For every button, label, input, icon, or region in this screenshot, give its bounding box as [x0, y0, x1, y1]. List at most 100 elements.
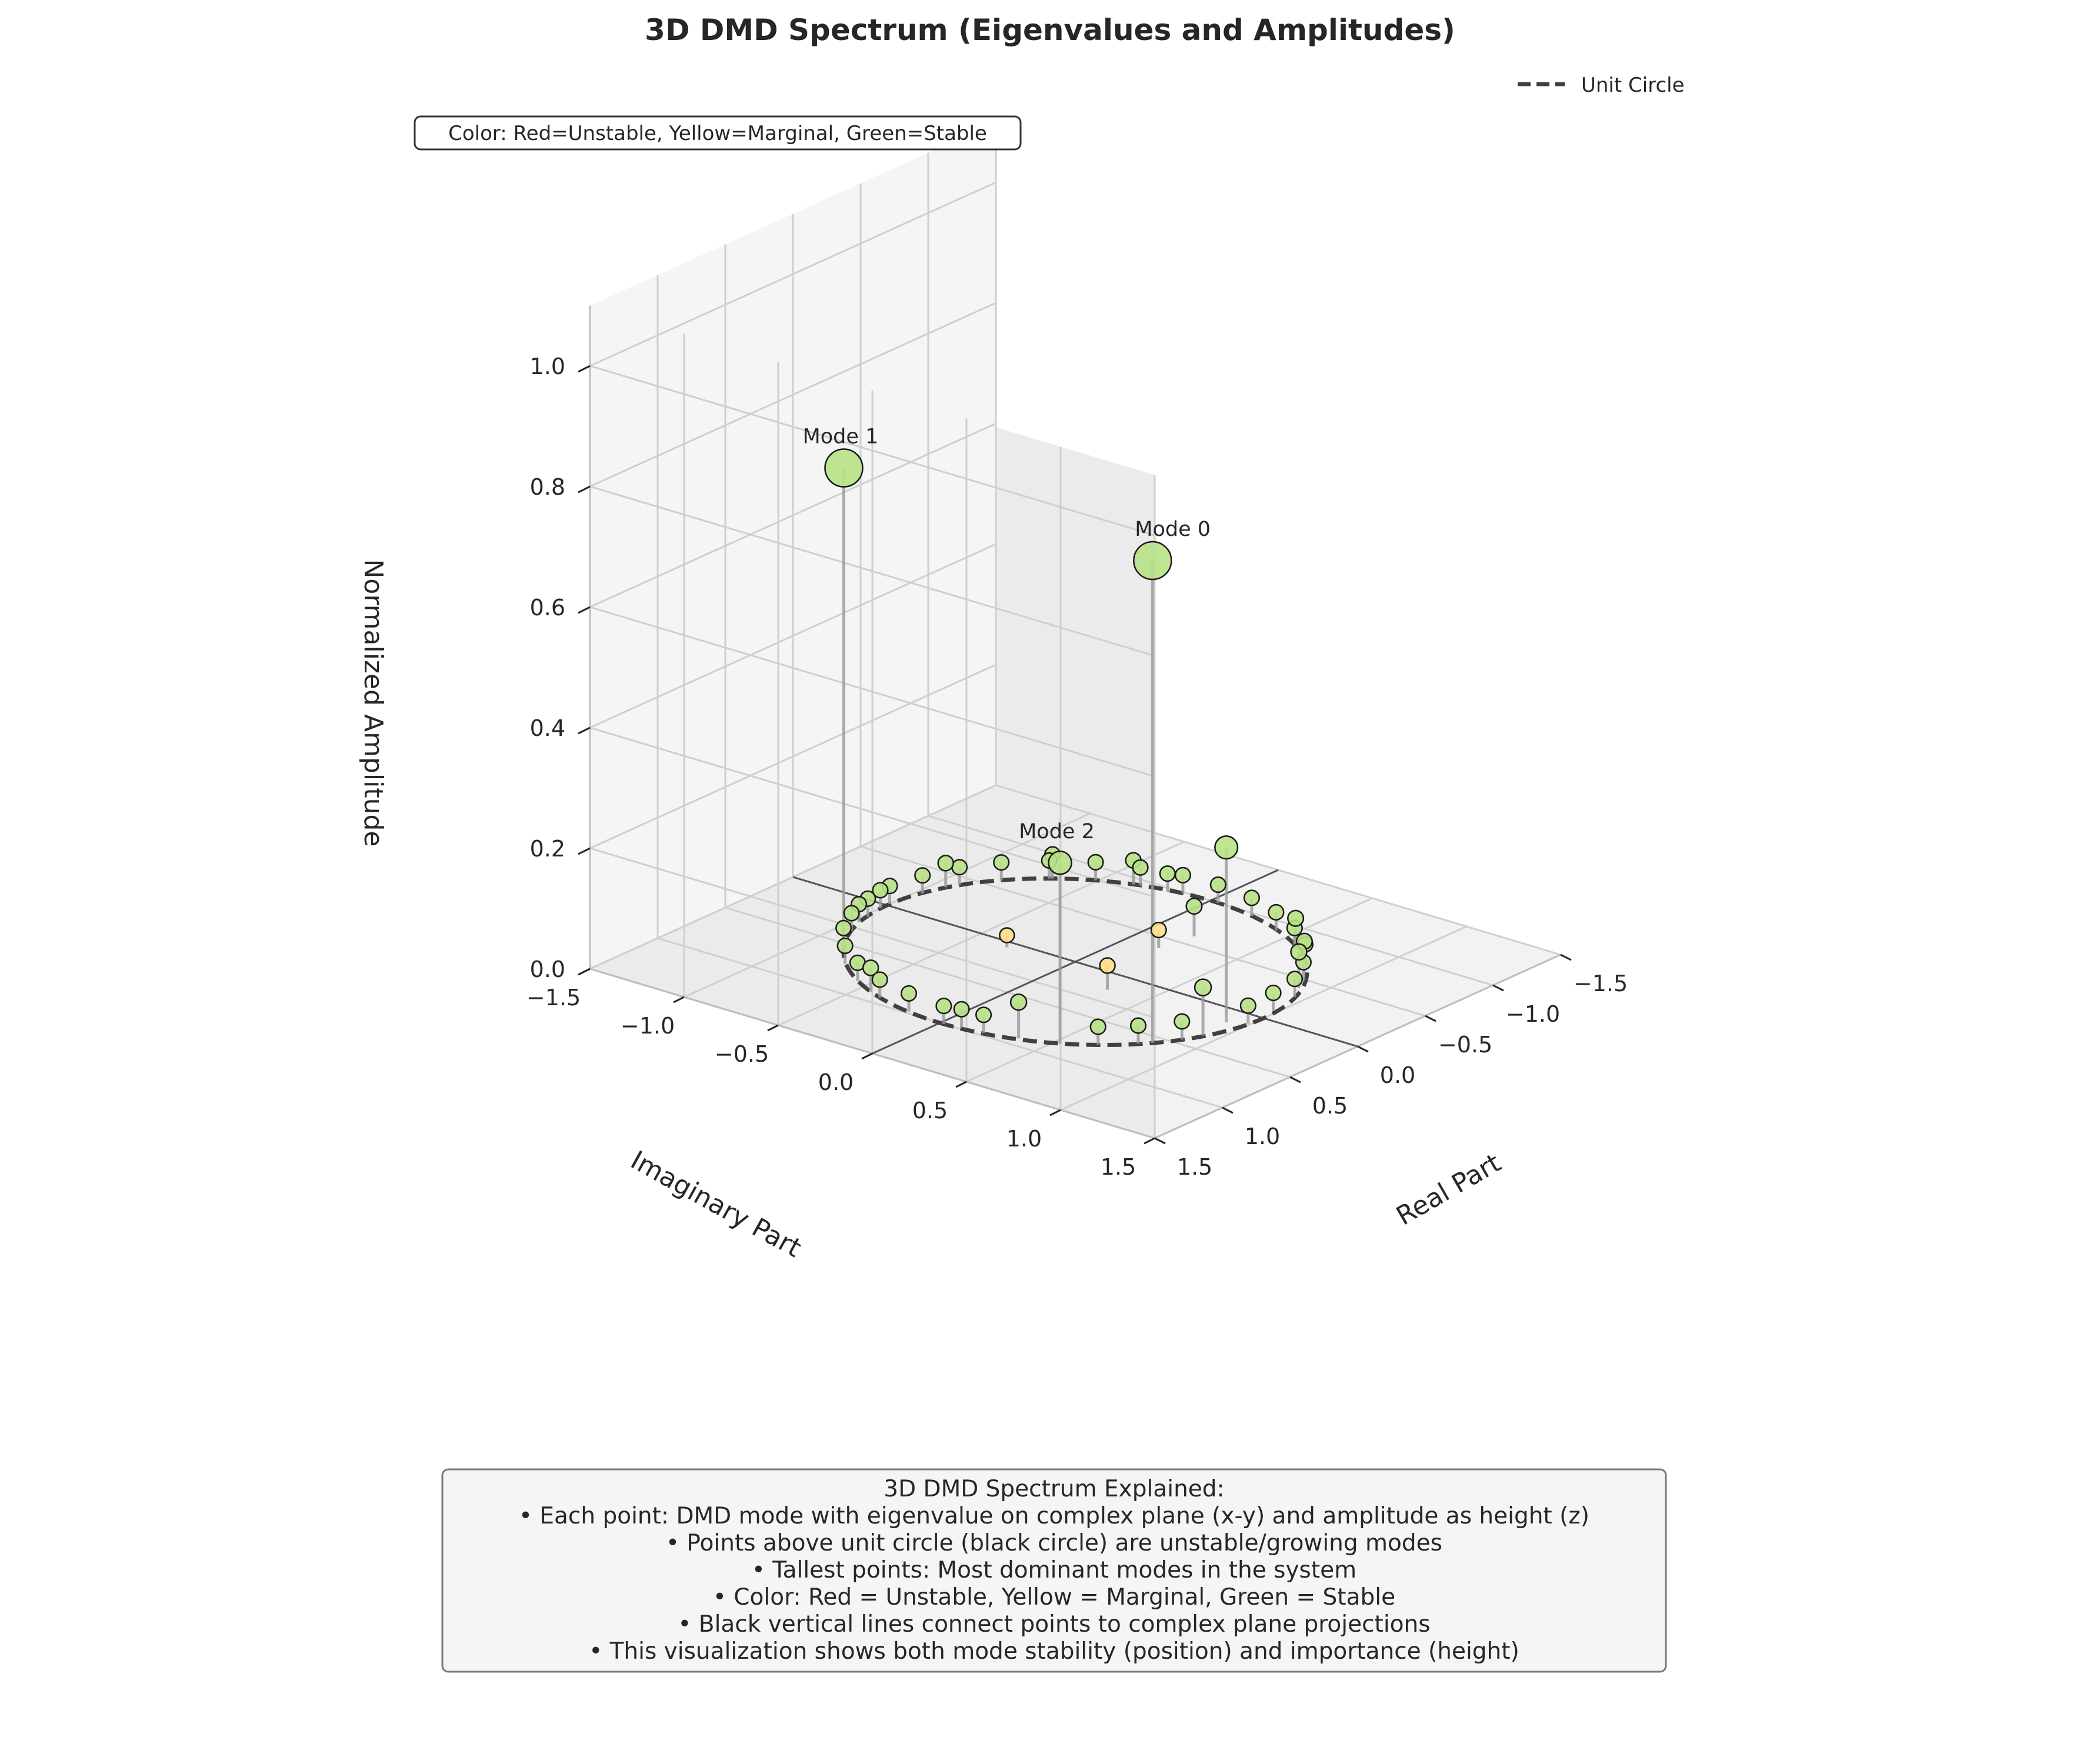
- amplitude-tick-label: 0.8: [530, 474, 565, 500]
- amplitude-stems: [842, 468, 1307, 1045]
- mode-point: [1239, 997, 1256, 1014]
- amplitude-tick: [578, 606, 591, 614]
- imaginary-tick: [861, 1052, 873, 1060]
- mode-point: [975, 1006, 992, 1023]
- real-tick-label: −1.5: [1574, 971, 1628, 996]
- real-tick: [1222, 1106, 1234, 1114]
- mode-point: [824, 448, 864, 488]
- imaginary-tick-label: −1.5: [526, 985, 581, 1011]
- real-tick-label: −0.5: [1438, 1032, 1492, 1058]
- mode-point: [1214, 835, 1239, 860]
- amplitude-tick-label: 0.4: [530, 715, 565, 741]
- mode-points: [824, 448, 1314, 1035]
- wall-grid-line: [589, 485, 1155, 657]
- imaginary-tick-label: 1.5: [1101, 1154, 1136, 1180]
- amplitude-tick-label: 1.0: [530, 354, 565, 379]
- mode-point: [1290, 943, 1308, 961]
- mode-point: [993, 854, 1010, 871]
- mode-point: [1129, 1017, 1147, 1034]
- mode-point: [1194, 978, 1212, 996]
- y-axis-label: Imaginary Part: [626, 1145, 806, 1263]
- axis-panes: [590, 122, 1561, 1138]
- wall-grid-line: [589, 606, 1155, 778]
- mode-point: [1089, 1018, 1106, 1035]
- mode-point: [953, 1001, 970, 1018]
- explanation-title: 3D DMD Spectrum Explained:: [884, 1476, 1224, 1502]
- real-tick: [1154, 1137, 1166, 1145]
- real-tick: [1289, 1076, 1301, 1083]
- x-axis-label: Real Part: [1391, 1148, 1506, 1231]
- explanation-box-frame: [441, 1468, 1667, 1673]
- real-tick-label: −1.0: [1506, 1001, 1560, 1027]
- legend: Unit Circle: [1518, 74, 1685, 97]
- wall-grid-line: [589, 664, 996, 849]
- mode-point: [1150, 922, 1167, 939]
- mode-point: [835, 919, 852, 936]
- mode-point: [1209, 876, 1226, 893]
- mode-point: [1243, 889, 1260, 906]
- mode-point: [999, 927, 1015, 943]
- explanation-line: • Black vertical lines connect points to…: [678, 1611, 1430, 1638]
- explanation-line: • Color: Red = Unstable, Yellow = Margin…: [713, 1584, 1395, 1611]
- legend-entry-unit-circle: Unit Circle: [1581, 74, 1685, 97]
- amplitude-tick: [578, 365, 591, 373]
- wall-grid-line: [589, 365, 1155, 536]
- real-tick-label: 1.5: [1177, 1154, 1212, 1180]
- mode-point: [1087, 854, 1104, 871]
- real-tick-label: 0.5: [1312, 1093, 1348, 1119]
- imaginary-tick-label: −0.5: [715, 1041, 769, 1067]
- wall-grid-line: [589, 302, 996, 488]
- imaginary-tick-label: −1.0: [621, 1013, 675, 1039]
- wall-grid-line: [589, 422, 996, 608]
- imaginary-tick: [1144, 1137, 1155, 1145]
- mode-point: [1185, 898, 1203, 915]
- amplitude-tick-label: 0.2: [530, 836, 565, 862]
- imaginary-tick: [955, 1081, 967, 1088]
- color-note-box: [414, 115, 1022, 151]
- explanation-line: • Each point: DMD mode with eigenvalue o…: [519, 1503, 1589, 1529]
- real-tick: [1425, 1015, 1436, 1022]
- mode-point: [1287, 909, 1305, 927]
- amplitude-tick: [578, 726, 591, 735]
- amplitude-tick: [578, 847, 591, 855]
- amplitude-tick: [578, 968, 591, 976]
- mode-point: [1099, 957, 1116, 974]
- mode-point: [1268, 903, 1285, 921]
- mode-point: [1174, 866, 1191, 883]
- mode-annotation-label: Mode 1: [803, 425, 879, 449]
- mode-annotation-label: Mode 2: [1019, 820, 1095, 844]
- chart-title: 3D DMD Spectrum (Eigenvalues and Amplitu…: [645, 13, 1455, 47]
- explanation-line: • Tallest points: Most dominant modes in…: [752, 1557, 1356, 1583]
- mode-point: [1265, 984, 1282, 1001]
- mode-point: [935, 998, 952, 1015]
- color-note-text: Color: Red=Unstable, Yellow=Marginal, Gr…: [448, 122, 987, 145]
- explanation-box: 3D DMD Spectrum Explained: • Each point:…: [441, 1468, 1667, 1673]
- real-tick: [1492, 984, 1504, 992]
- imaginary-tick: [673, 996, 685, 1003]
- real-tick-label: 1.0: [1245, 1123, 1280, 1149]
- mode-point: [871, 971, 888, 988]
- mode-point: [914, 867, 931, 884]
- mode-point: [900, 985, 918, 1002]
- mode-point: [843, 905, 860, 922]
- mode-point: [1132, 859, 1149, 876]
- explanation-line: • This visualization shows both mode sta…: [589, 1638, 1519, 1665]
- mode-point: [1286, 971, 1304, 988]
- imaginary-tick: [767, 1024, 779, 1032]
- mode-point: [836, 937, 854, 954]
- mode-point: [1159, 865, 1176, 882]
- mode-point: [862, 959, 879, 976]
- color-note: Color: Red=Unstable, Yellow=Marginal, Gr…: [414, 115, 1022, 151]
- mode-point: [872, 882, 889, 899]
- amplitude-tick-label: 0.6: [530, 595, 565, 621]
- mode-point: [1133, 541, 1172, 581]
- real-tick-label: 0.0: [1380, 1062, 1415, 1088]
- mode-annotations: Mode 0 Mode 1 Mode 2: [803, 425, 1211, 844]
- tick-marks: −1.5 −1.0 −0.5 0.0 0.5 1.0 1.5 −1.5 −1.0 −0.5 0.0 0…: [526, 354, 1628, 1180]
- wall-grid-line: [589, 181, 996, 367]
- mode-point: [1009, 993, 1028, 1011]
- mode-annotation-label: Mode 0: [1135, 518, 1211, 541]
- mode-point: [1174, 1013, 1191, 1030]
- wall-grid-line: [589, 543, 996, 729]
